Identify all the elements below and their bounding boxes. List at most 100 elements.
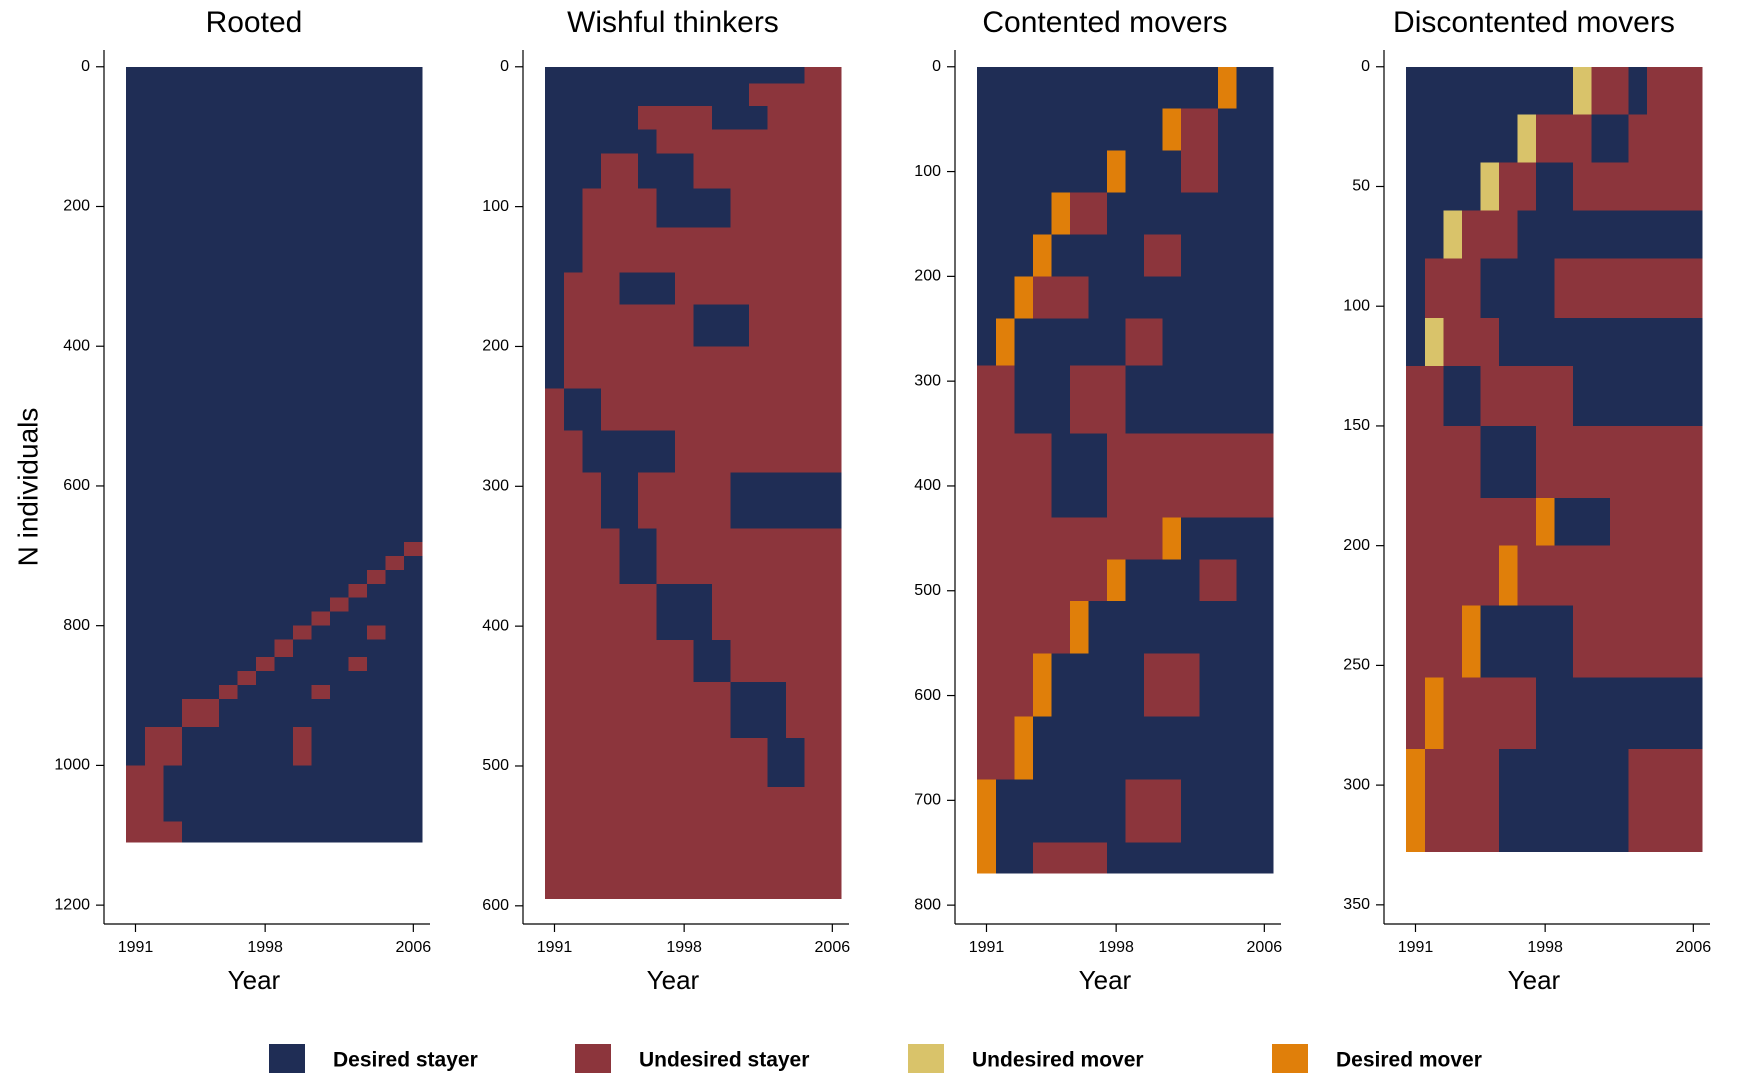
legend-swatch xyxy=(575,1044,611,1073)
sequence-segment xyxy=(1443,677,1536,750)
sequence-segment xyxy=(767,738,805,787)
sequence-segment xyxy=(563,346,842,389)
sequence-segment xyxy=(348,597,423,612)
legend-swatch xyxy=(1272,1044,1308,1073)
sequence-segment xyxy=(600,472,638,529)
x-tick-label: 2006 xyxy=(396,939,432,956)
sequence-segment xyxy=(730,188,842,228)
sequence-segment xyxy=(1125,779,1181,843)
sequence-segment xyxy=(1180,234,1274,277)
sequence-segment xyxy=(1125,318,1163,366)
x-axis-label: Year xyxy=(647,965,700,995)
y-tick-label: 700 xyxy=(914,792,941,809)
sequence-segment xyxy=(804,66,842,84)
sequence-segment xyxy=(1517,545,1703,606)
sequence-segment xyxy=(1498,318,1703,367)
sequence-segment xyxy=(404,555,423,570)
sequence-segment xyxy=(1406,210,1444,259)
sequence-segment xyxy=(545,738,768,787)
sequence-segment xyxy=(1406,497,1536,546)
sequence-segment xyxy=(385,555,405,570)
sequence-segment xyxy=(126,726,145,766)
sequence-segment xyxy=(1051,234,1144,277)
sequence-segment xyxy=(1106,192,1274,235)
sequence-segment xyxy=(292,625,312,640)
sequence-segment xyxy=(637,105,712,130)
sequence-segment xyxy=(582,430,675,473)
sequence-segment xyxy=(311,625,368,640)
x-tick-label: 1998 xyxy=(666,939,702,956)
sequence-segment xyxy=(1069,601,1089,654)
y-tick-label: 1000 xyxy=(54,757,90,774)
sequence-segment xyxy=(144,726,182,766)
sequence-segment xyxy=(1199,559,1237,602)
sequence-segment xyxy=(126,685,219,700)
sequence-segment xyxy=(1535,425,1703,498)
sequence-segment xyxy=(1424,749,1499,853)
sequence-segment xyxy=(1554,258,1703,319)
sequence-segment xyxy=(1480,605,1573,678)
sequence-segment xyxy=(786,682,842,739)
sequence-segment xyxy=(1032,234,1052,277)
sequence-segment xyxy=(1628,114,1703,163)
sequence-segment xyxy=(711,105,768,130)
y-tick-label: 0 xyxy=(500,58,509,75)
sequence-segment xyxy=(311,611,330,626)
x-axis-label: Year xyxy=(1508,965,1561,995)
sequence-segment xyxy=(545,472,601,529)
y-tick-label: 300 xyxy=(914,372,941,389)
sequence-segment xyxy=(600,388,842,431)
sequence-segment xyxy=(1014,318,1126,366)
sequence-segment xyxy=(1106,433,1274,518)
sequence-segment xyxy=(693,153,842,189)
sequence-segment xyxy=(367,625,386,640)
sequence-segment xyxy=(292,639,423,658)
sequence-segment xyxy=(218,699,423,727)
y-tick-label: 400 xyxy=(63,337,90,354)
x-tick-label: 2006 xyxy=(1676,939,1712,956)
panel-title: Wishful thinkers xyxy=(567,6,779,39)
panel-title: Contented movers xyxy=(982,6,1227,39)
sequence-segment xyxy=(1106,842,1274,874)
sequence-segment xyxy=(1236,559,1274,602)
sequence-segment xyxy=(545,66,805,84)
sequence-segment xyxy=(619,528,657,585)
sequence-segment xyxy=(1517,210,1703,259)
sequence-segment xyxy=(348,583,368,598)
sequence-segment xyxy=(311,685,330,700)
sequence-segment xyxy=(1406,605,1462,678)
sequence-segment xyxy=(1498,749,1629,853)
sequence-segment xyxy=(1051,192,1070,235)
sequence-segment xyxy=(329,685,423,700)
sequence-segment xyxy=(126,555,386,570)
sequence-segment xyxy=(545,227,583,273)
sequence-segment xyxy=(1628,749,1703,853)
sequence-segment xyxy=(767,105,842,130)
sequence-segment xyxy=(1125,559,1200,602)
x-tick-label: 2006 xyxy=(815,939,851,956)
sequence-segment xyxy=(126,66,423,542)
y-tick-label: 800 xyxy=(914,896,941,913)
sequence-segment xyxy=(1051,653,1144,717)
sequence-segment xyxy=(1014,365,1070,434)
sequence-segment xyxy=(385,569,423,584)
sequence-segment xyxy=(126,541,405,556)
sequence-segment xyxy=(1014,716,1033,780)
sequence-segment xyxy=(674,430,842,473)
sequence-segment xyxy=(1406,318,1425,367)
sequence-segment xyxy=(1032,716,1274,780)
sequence-segment xyxy=(237,671,256,686)
sequence-segment xyxy=(1628,66,1648,115)
sequence-segment xyxy=(995,318,1015,366)
y-tick-label: 0 xyxy=(932,58,941,75)
sequence-segment xyxy=(1069,192,1107,235)
sequence-segment xyxy=(404,541,423,556)
y-tick-label: 500 xyxy=(482,757,509,774)
sequence-segment xyxy=(619,272,675,305)
sequence-segment xyxy=(1199,653,1274,717)
legend-swatch xyxy=(908,1044,944,1073)
legend-label: Desired mover xyxy=(1336,1049,1482,1072)
sequence-segment xyxy=(1443,318,1499,367)
sequence-segment xyxy=(1032,842,1107,874)
